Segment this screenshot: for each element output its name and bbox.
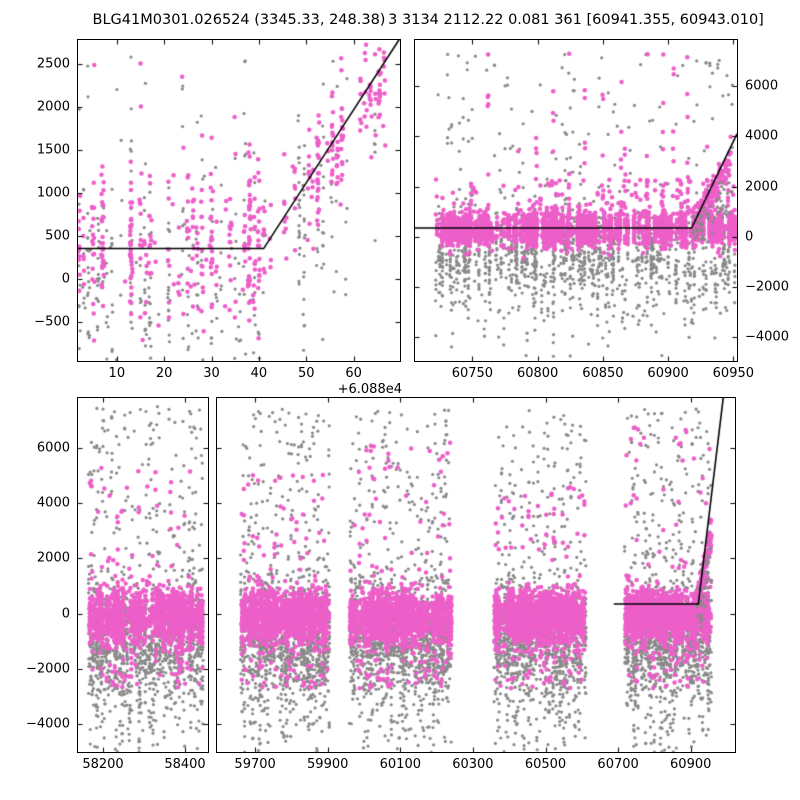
x-tick-label: 10 [108,366,126,381]
y-tick-label: −500 [34,314,70,330]
x-tick-label: 60500 [524,757,567,772]
y-tick-label: 4000 [36,495,70,511]
x-tick-label: 60900 [647,366,689,381]
x-tick-label: 60 [345,366,362,381]
x-tick-label: 58200 [82,757,124,772]
y-tick-label: −4000 [26,716,70,732]
x-tick-label: 40 [250,366,268,381]
y-tick-label: 500 [45,228,70,244]
x-tick-label: 60750 [451,366,494,381]
scatter-canvas-bottom-left [78,398,208,752]
x-tick-label: 60850 [582,366,624,381]
y-tick-label: 6000 [745,78,779,94]
x-tick-label: 59900 [307,757,349,772]
scatter-canvas-top-right [415,40,737,361]
x-tick-label: 60950 [712,366,755,381]
y-tick-label: 0 [61,606,70,622]
x-tick-label: 60700 [597,757,639,772]
x-tick-label: 60900 [670,757,712,772]
y-tick-label: 1000 [36,185,70,201]
y-tick-label: −4000 [745,329,789,345]
y-tick-label: 2000 [36,99,70,115]
y-tick-label: −2000 [26,661,70,677]
panel-title-right: 3 3134 2112.22 0.081 361 [60941.355, 609… [388,12,764,28]
x-tick-label: 50 [297,366,315,381]
x-tick-label: 58400 [164,757,206,772]
y-tick-label: 2000 [36,550,70,566]
x-tick-label: 60300 [452,757,494,772]
panel-bottom-left [77,397,209,753]
panel-bottom-right [216,397,736,753]
x-tick-label: 20 [155,366,173,381]
y-tick-label: 6000 [36,440,70,456]
y-tick-label: −2000 [745,279,789,295]
y-tick-label: 2000 [745,179,779,195]
panel-top-right [414,39,738,362]
axis-offset-label: +6.088e4 [337,382,402,397]
scatter-canvas-bottom-right [217,398,735,752]
y-tick-label: 0 [745,229,754,245]
x-tick-label: 30 [203,366,220,381]
panel-title-left: BLG41M0301.026524 (3345.33, 248.38) [92,12,386,28]
x-tick-label: 60100 [379,757,421,772]
y-tick-label: 4000 [745,128,779,144]
y-tick-label: 2500 [36,56,70,72]
y-tick-label: 1500 [36,142,70,158]
y-tick-label: 0 [61,271,70,287]
panel-top-left [77,39,401,362]
x-tick-label: 59700 [234,757,276,772]
scatter-canvas-top-left [78,40,400,361]
x-tick-label: 60800 [516,366,559,381]
